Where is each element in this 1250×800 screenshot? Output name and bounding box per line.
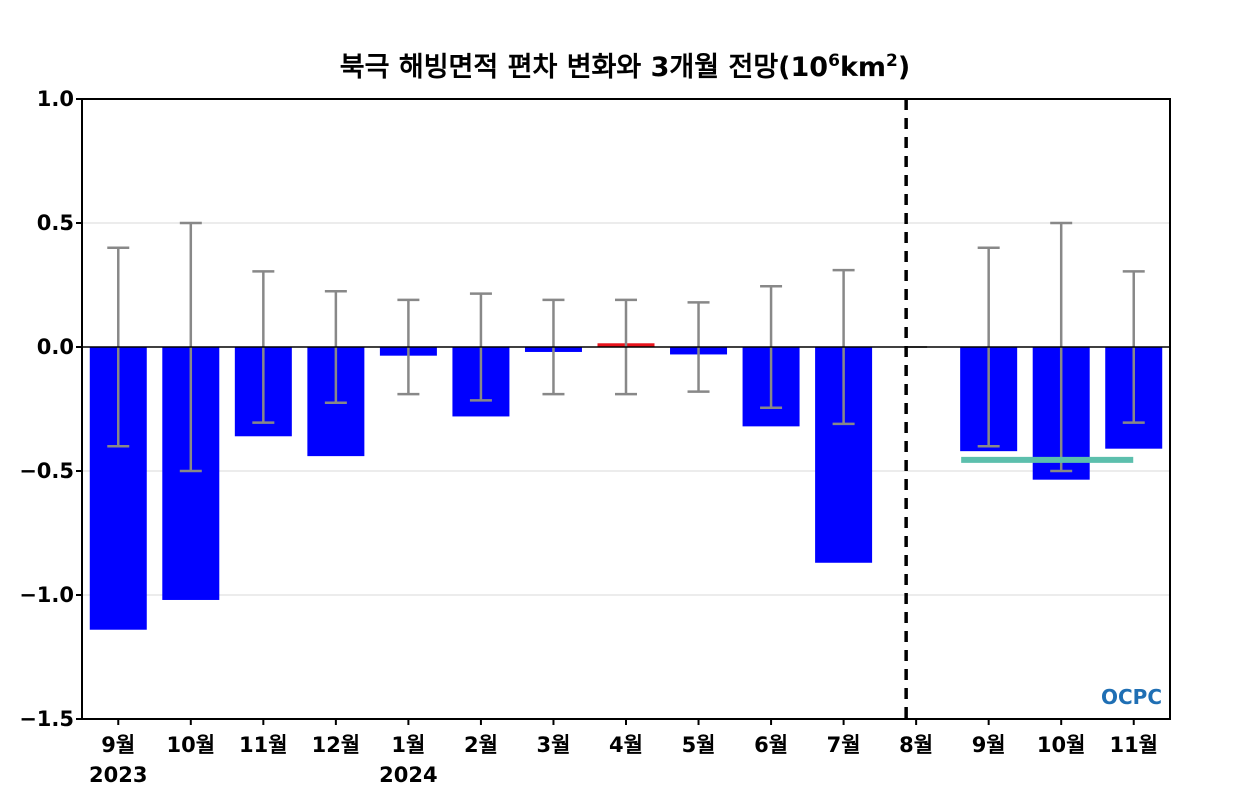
x-tick-label: 1월 xyxy=(391,733,425,757)
x-tick-label: 8월 xyxy=(899,733,933,757)
x-tick-label: 3월 xyxy=(536,733,570,757)
chart-annotations xyxy=(82,99,1170,719)
grid-lines xyxy=(82,222,1170,596)
chart-title: 북극 해빙면적 편차 변화와 3개월 전망(106km2) xyxy=(340,51,910,83)
x-tick-label: 9월 xyxy=(972,733,1006,757)
y-axis-ticks: 1.0 0.5 0.0 −0.5 −1.0 −1.5 xyxy=(19,87,82,731)
x-tick-label: 6월 xyxy=(754,733,788,757)
x-tick-label: 10월 xyxy=(1037,733,1086,757)
y-tick-label: −1.0 xyxy=(19,583,74,607)
x-tick-label: 11월 xyxy=(1109,733,1158,757)
x-year-label: 2024 xyxy=(379,763,437,787)
x-tick-label: 2월 xyxy=(464,733,498,757)
x-axis-ticks: 9월 10월 11월 12월 1월 2월 3월 4월 5월 6월 7월 8월 9월 10월 11월 2023 2… xyxy=(89,719,1158,787)
y-tick-label: 0.0 xyxy=(37,335,74,359)
x-tick-label: 11월 xyxy=(239,733,288,757)
x-tick-label: 7월 xyxy=(827,733,861,757)
ocpc-logo: OCPC xyxy=(1101,685,1162,709)
x-tick-label: 4월 xyxy=(609,733,643,757)
y-tick-label: 1.0 xyxy=(37,87,74,111)
x-tick-label: 9월 xyxy=(101,733,135,757)
y-tick-label: 0.5 xyxy=(37,211,74,235)
x-year-label: 2023 xyxy=(89,763,147,787)
x-tick-label: 12월 xyxy=(312,733,361,757)
x-tick-label: 10월 xyxy=(167,733,216,757)
x-tick-label: 5월 xyxy=(682,733,716,757)
y-tick-label: −0.5 xyxy=(19,459,74,483)
y-tick-label: −1.5 xyxy=(19,707,74,731)
